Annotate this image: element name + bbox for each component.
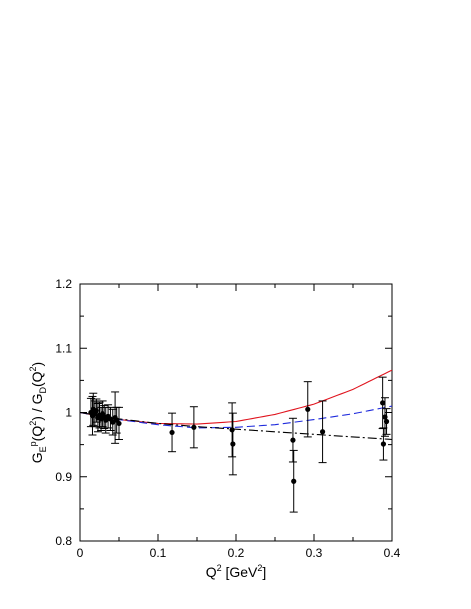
label-part: ] [262, 564, 266, 580]
theory-curves [79, 369, 393, 441]
axis-tick-labels: 0 0.1 0.2 0.3 0.4 0.8 0.9 1 1.1 1.2 [55, 277, 400, 560]
data-point [380, 441, 387, 447]
axis-ticks [79, 283, 393, 542]
data-point [290, 437, 296, 443]
label-part: (Q [29, 371, 45, 387]
x-tick-label: 0.3 [306, 546, 323, 560]
data-point [291, 478, 297, 484]
y-tick-label: 0.9 [55, 470, 72, 484]
label-part: E [38, 446, 48, 452]
label-part: G [29, 452, 45, 463]
data-point [230, 441, 236, 447]
data-point [319, 429, 326, 435]
data-point [305, 406, 311, 412]
theory-curve-dashed [79, 405, 393, 429]
data-point [380, 400, 386, 406]
label-part: Q [206, 564, 217, 580]
label-part: ) / G [29, 394, 45, 421]
label-part: 2 [217, 563, 222, 573]
label-part: 2 [28, 366, 38, 371]
y-tick-label: 1.2 [55, 277, 72, 291]
theory-curve-solid [79, 369, 393, 425]
data-point [229, 427, 235, 433]
label-part: (Q [29, 426, 45, 442]
label-part: 2 [28, 421, 38, 426]
y-axis-title: GE​p​(Q2​) / GD​(Q2​) [28, 362, 48, 463]
plot-frame [79, 283, 393, 542]
label-part: ) [29, 362, 45, 367]
y-tick-label: 1.1 [55, 341, 72, 355]
x-tick-label: 0 [77, 546, 84, 560]
y-tick-label: 1 [65, 406, 72, 420]
x-tick-label: 0.2 [228, 546, 245, 560]
data-point [191, 424, 197, 430]
data-point [383, 418, 390, 425]
data-points [86, 376, 391, 513]
x-axis-title: Q2​ [GeV2​] [206, 563, 267, 580]
data-point [103, 417, 109, 423]
y-tick-label: 0.8 [55, 534, 72, 548]
data-point [169, 429, 175, 436]
label-part: D [38, 387, 48, 394]
data-point [110, 419, 116, 425]
x-tick-label: 0.4 [384, 546, 401, 560]
label-part: p [28, 441, 38, 446]
label-part: [GeV [222, 564, 258, 580]
theory-curve-dashdot [79, 411, 393, 441]
label-part: 2 [257, 563, 262, 573]
data-point [116, 420, 122, 427]
x-tick-label: 0.1 [150, 546, 167, 560]
